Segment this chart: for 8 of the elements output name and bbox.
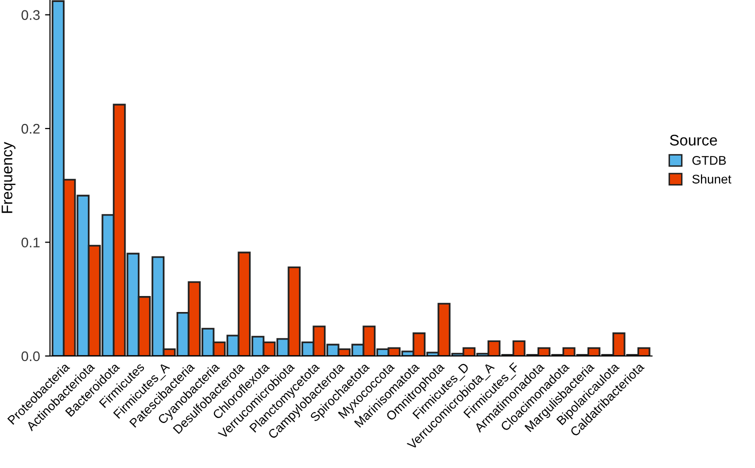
y-tick-label: 0.0 (22, 351, 40, 362)
y-tick-label: 0.1 (22, 238, 40, 248)
y-tick-label: 0.3 (22, 10, 40, 20)
legend-label: Shunet (692, 174, 732, 184)
y-tick-label: 0.2 (22, 124, 40, 134)
legend-title: Source (670, 134, 717, 146)
y-axis-title: Frequency (2, 142, 16, 213)
legend-label: GTDB (692, 156, 726, 165)
